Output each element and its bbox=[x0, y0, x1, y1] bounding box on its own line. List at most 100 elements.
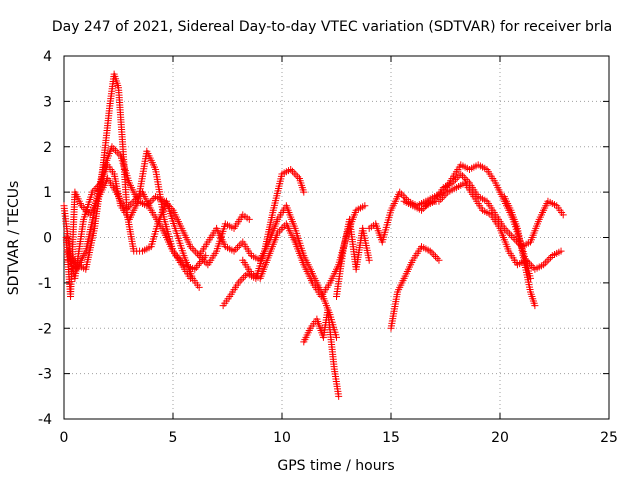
data-point bbox=[500, 224, 508, 232]
data-point bbox=[192, 248, 200, 256]
data-point bbox=[123, 204, 131, 212]
data-point bbox=[526, 260, 534, 268]
data-point bbox=[397, 190, 405, 198]
data-point bbox=[238, 275, 246, 283]
data-point bbox=[236, 277, 244, 285]
data-point bbox=[435, 256, 443, 264]
series-track-3 bbox=[62, 175, 210, 300]
data-point bbox=[294, 173, 302, 181]
data-point bbox=[430, 251, 438, 259]
series-track-9 bbox=[333, 215, 373, 300]
data-point bbox=[531, 302, 539, 310]
data-point bbox=[288, 167, 296, 175]
data-point bbox=[543, 257, 551, 265]
x-tick-label: 15 bbox=[382, 430, 400, 446]
data-point bbox=[241, 272, 249, 280]
data-point bbox=[90, 186, 98, 194]
data-point bbox=[167, 204, 175, 212]
data-point bbox=[507, 232, 515, 240]
data-point bbox=[452, 175, 460, 183]
data-point bbox=[300, 188, 308, 196]
data-point bbox=[190, 246, 198, 254]
data-point bbox=[506, 230, 514, 238]
data-points bbox=[60, 70, 567, 400]
data-point bbox=[545, 255, 553, 263]
data-point bbox=[70, 262, 78, 270]
data-point bbox=[186, 243, 194, 251]
data-point bbox=[186, 274, 194, 282]
data-point bbox=[428, 249, 436, 257]
data-point bbox=[524, 258, 532, 266]
data-point bbox=[462, 175, 470, 183]
data-point bbox=[365, 256, 373, 264]
y-tick-label: 1 bbox=[43, 185, 52, 201]
x-tick-label: 20 bbox=[491, 430, 509, 446]
data-point bbox=[279, 224, 287, 232]
series-track-14 bbox=[500, 193, 539, 310]
data-point bbox=[199, 255, 207, 263]
data-point bbox=[290, 169, 298, 177]
data-point bbox=[111, 146, 119, 154]
data-point bbox=[110, 145, 118, 153]
y-axis-label: SDTVAR / TECUs bbox=[6, 181, 22, 296]
data-point bbox=[240, 273, 248, 281]
data-point bbox=[108, 143, 116, 151]
data-point bbox=[509, 234, 517, 241]
data-point bbox=[150, 194, 158, 202]
data-point bbox=[418, 206, 426, 214]
data-point bbox=[274, 229, 282, 237]
chart-title: Day 247 of 2021, Sidereal Day-to-day VTE… bbox=[52, 19, 612, 35]
y-tick-label: -3 bbox=[38, 367, 52, 383]
data-point bbox=[448, 179, 456, 187]
data-point bbox=[433, 254, 441, 262]
data-point bbox=[511, 235, 519, 243]
data-point bbox=[166, 203, 174, 211]
x-tick-label: 25 bbox=[600, 430, 618, 446]
data-point bbox=[245, 215, 253, 223]
series-track-10 bbox=[365, 161, 535, 282]
data-point bbox=[128, 199, 136, 207]
series-track-11 bbox=[387, 243, 443, 332]
data-point bbox=[450, 177, 458, 185]
data-point bbox=[504, 228, 512, 236]
data-point bbox=[559, 211, 567, 219]
data-point bbox=[453, 174, 461, 182]
x-tick-label: 5 bbox=[169, 430, 178, 446]
y-tick-label: -1 bbox=[38, 276, 52, 292]
series-track-6 bbox=[195, 202, 340, 341]
data-point bbox=[438, 194, 446, 202]
data-point bbox=[115, 150, 123, 158]
data-point bbox=[113, 148, 121, 156]
data-point bbox=[431, 253, 439, 261]
data-point bbox=[145, 200, 153, 208]
x-axis-label: GPS time / hours bbox=[277, 458, 394, 474]
data-point bbox=[81, 205, 89, 213]
data-point bbox=[460, 174, 468, 182]
data-point bbox=[200, 257, 208, 265]
data-point bbox=[335, 392, 343, 400]
data-point bbox=[202, 252, 210, 260]
data-point bbox=[234, 279, 242, 287]
data-point bbox=[547, 253, 555, 261]
y-tick-label: 0 bbox=[43, 231, 52, 247]
y-tick-label: 3 bbox=[43, 94, 52, 110]
data-point bbox=[195, 283, 203, 291]
data-point bbox=[64, 256, 72, 264]
y-tick-label: -2 bbox=[38, 321, 52, 337]
data-point bbox=[399, 192, 407, 200]
data-point bbox=[440, 192, 448, 200]
data-point bbox=[361, 202, 369, 210]
data-point bbox=[235, 242, 243, 250]
data-point bbox=[529, 263, 537, 271]
data-point bbox=[396, 188, 404, 196]
data-point bbox=[459, 172, 467, 180]
data-point bbox=[292, 171, 300, 179]
data-point bbox=[275, 227, 283, 235]
data-point bbox=[68, 260, 76, 268]
data-point bbox=[230, 247, 238, 255]
data-point bbox=[160, 197, 168, 205]
data-point bbox=[541, 259, 549, 267]
data-point bbox=[162, 199, 170, 207]
data-point bbox=[232, 245, 240, 253]
